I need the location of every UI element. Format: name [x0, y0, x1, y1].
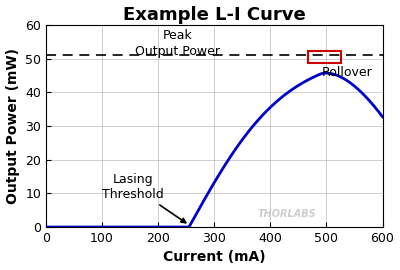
Text: Rollover: Rollover	[322, 66, 372, 79]
Bar	[308, 51, 341, 63]
Text: Peak
Output Power: Peak Output Power	[135, 29, 220, 58]
Title: Example L-I Curve: Example L-I Curve	[123, 6, 306, 23]
Text: Lasing
Threshold: Lasing Threshold	[102, 173, 186, 223]
Y-axis label: Output Power (mW): Output Power (mW)	[6, 48, 20, 204]
Text: THORLABS: THORLABS	[258, 208, 316, 219]
X-axis label: Current (mA): Current (mA)	[163, 251, 266, 264]
